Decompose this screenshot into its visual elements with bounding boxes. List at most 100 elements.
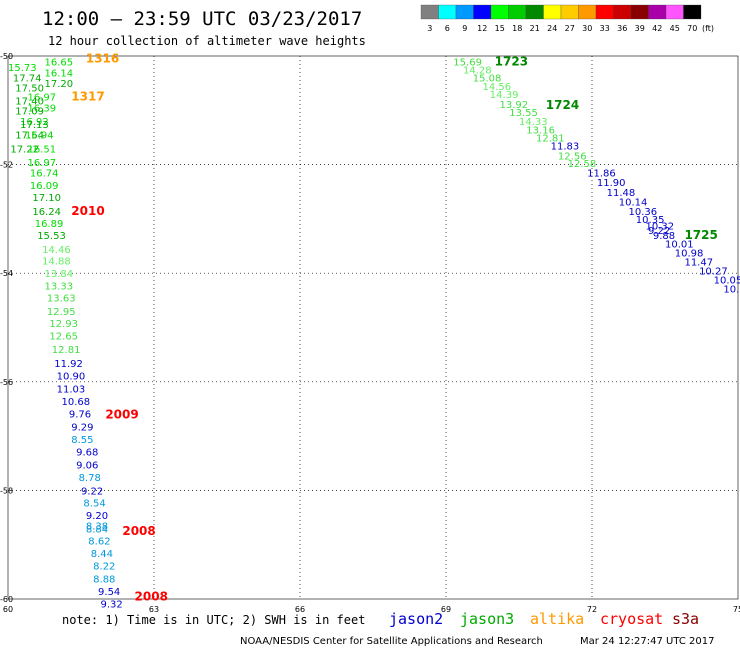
orbit-number: 1723: [495, 54, 528, 68]
swh-value: 16.65: [45, 57, 74, 68]
swh-value: 8.55: [71, 435, 93, 446]
swh-value: 10.32: [646, 221, 675, 232]
swh-value: 10.35: [636, 215, 665, 226]
legend-swatch: [665, 4, 684, 20]
swh-value: 16.97: [27, 158, 56, 169]
satellite-name-s3a: s3a: [672, 610, 699, 628]
swh-value: 10.14: [619, 198, 648, 209]
legend-label: 27: [565, 24, 575, 33]
swh-value: 8.44: [91, 549, 113, 560]
swh-value: 12.58: [568, 159, 597, 170]
swh-value: 17.10: [32, 193, 61, 204]
legend-swatch: [683, 4, 702, 20]
swh-value: 16.39: [27, 104, 56, 115]
orbit-number: 1316: [86, 52, 119, 66]
swh-value: 9.54: [98, 587, 120, 598]
swh-value: 8.54: [83, 498, 105, 509]
orbit-number: 2009: [105, 407, 138, 421]
swh-value: 10.05: [714, 276, 740, 287]
swh-value: 16.92: [20, 117, 49, 128]
swh-value: 16.97: [27, 93, 56, 104]
swh-value: 16.74: [30, 169, 59, 180]
orbit-number: 1725: [684, 228, 717, 242]
longitude-tick: 75: [733, 605, 740, 614]
swh-value: 9.22: [81, 486, 103, 497]
swh-value: 9.32: [100, 599, 122, 610]
swh-value: 13.33: [45, 282, 74, 293]
swh-value: 12.93: [49, 319, 78, 330]
orbit-number: 1724: [546, 98, 579, 112]
swh-value: 9.29: [71, 422, 93, 433]
legend-swatch: [438, 4, 457, 20]
legend-swatch: [508, 4, 527, 20]
swh-value: 12.56: [558, 151, 587, 162]
swh-value: 10.68: [62, 397, 91, 408]
orbit-number: 1317: [71, 90, 104, 104]
swh-value: 10.98: [675, 249, 704, 260]
legend-unit: (ft): [702, 24, 714, 33]
map-title: 12:00 – 23:59 UTC 03/23/2017: [42, 8, 362, 30]
swh-value: 12.81: [52, 345, 81, 356]
swh-value: 9.88: [653, 231, 675, 242]
map-subtitle: 12 hour collection of altimeter wave hei…: [48, 34, 366, 48]
legend-label: 30: [582, 24, 592, 33]
swh-value: 17.40: [15, 97, 44, 108]
swh-value: 8.88: [93, 574, 115, 585]
latitude-tick: -52: [0, 161, 13, 170]
swh-value: 11.03: [57, 384, 86, 395]
swh-value: 8.62: [88, 536, 110, 547]
satellite-name-altika: altika: [530, 610, 584, 628]
legend-swatch: [560, 4, 579, 20]
swh-value: 17.20: [45, 79, 74, 90]
legend-swatch: [525, 4, 544, 20]
swh-value: 15.69: [453, 57, 482, 68]
swh-value: 10.27: [699, 266, 728, 277]
swh-value: 14.88: [42, 257, 71, 268]
swh-value: 16.89: [35, 219, 64, 230]
swh-value: 11.90: [597, 178, 626, 189]
legend-label: 70: [687, 24, 697, 33]
longitude-tick: 60: [3, 605, 13, 614]
legend-swatch: [543, 4, 562, 20]
latitude-tick: -50: [0, 52, 13, 61]
swh-value: 11.48: [607, 188, 636, 199]
orbit-number: 2010: [71, 204, 104, 218]
swh-value: 15.08: [473, 74, 502, 85]
swh-value: 15.73: [8, 63, 37, 74]
swh-value: 9.68: [76, 447, 98, 458]
satellite-legend: jason2 jason3 altika cryosat s3a: [389, 610, 699, 628]
legend-swatch: [490, 4, 509, 20]
swh-value: 10.90: [57, 371, 86, 382]
swh-value: 8.84: [86, 524, 108, 535]
legend-label: 45: [670, 24, 680, 33]
credit-text: NOAA/NESDIS Center for Satellite Applica…: [240, 636, 543, 647]
legend-label: 18: [512, 24, 522, 33]
legend-swatch: [420, 4, 439, 20]
swh-value: 9.06: [76, 460, 98, 471]
swh-value: 16.14: [45, 68, 74, 79]
orbit-number: 2008: [135, 589, 168, 603]
swh-value: 16.51: [27, 144, 56, 155]
orbit-number: 2008: [122, 524, 155, 538]
map-frame: [7, 55, 739, 600]
longitude-tick: 63: [149, 605, 159, 614]
legend-label: 21: [530, 24, 540, 33]
swh-value: 12.81: [536, 133, 565, 144]
swh-value: 10.01: [665, 239, 694, 250]
swh-value: 11.83: [551, 142, 580, 153]
graticule: [8, 56, 738, 599]
swh-value: 11.47: [684, 257, 713, 268]
swh-value: 12.95: [47, 307, 76, 318]
swh-value: 17.74: [13, 74, 42, 85]
swh-value: 13.84: [45, 269, 74, 280]
satellite-name-jason3: jason3: [460, 610, 514, 628]
swh-value: 14.33: [519, 117, 548, 128]
legend-label: 3: [427, 24, 432, 33]
swh-value: 9.20: [86, 511, 108, 522]
swh-value: 17.54: [15, 131, 44, 142]
swh-value: 17.09: [15, 106, 44, 117]
swh-value: 16.09: [30, 181, 59, 192]
swh-value: 17.50: [15, 83, 44, 94]
